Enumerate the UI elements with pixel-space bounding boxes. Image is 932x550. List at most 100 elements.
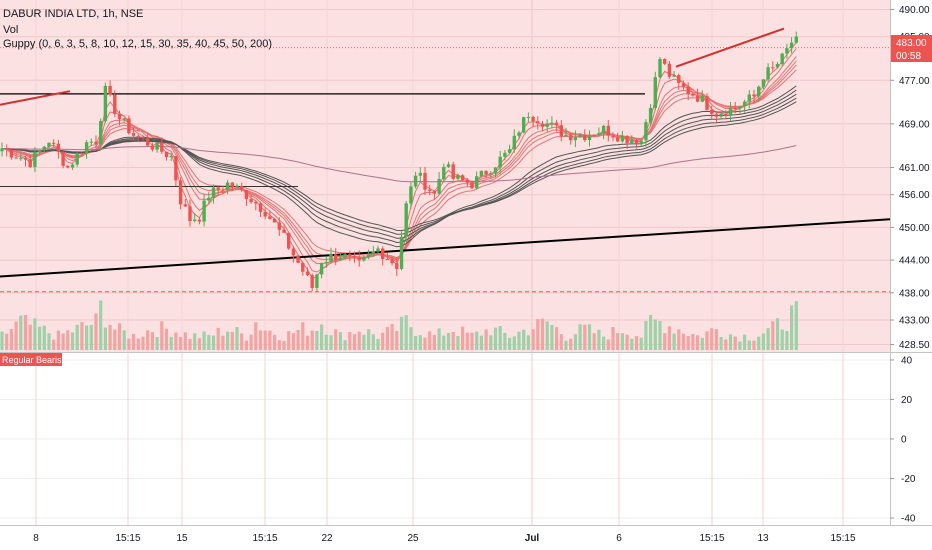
guppy-legend[interactable]: Guppy (0, 6, 3, 5, 8, 10, 12, 15, 30, 35… <box>3 38 272 50</box>
candle-body <box>512 135 516 150</box>
osc-tick-label: 40 <box>901 355 913 366</box>
time-tick-label: 22 <box>321 533 333 544</box>
candle-body <box>573 137 578 141</box>
volume-bar <box>381 332 385 350</box>
volume-bar <box>423 337 427 350</box>
divergence-line-left[interactable] <box>0 90 71 106</box>
volume-bar <box>752 340 756 350</box>
candle-body <box>625 136 629 144</box>
volume-bar <box>559 334 563 350</box>
candle-body <box>630 140 634 144</box>
volume-bar <box>517 331 521 350</box>
divergence-line-right[interactable] <box>675 27 785 68</box>
time-tick-label: 8 <box>33 533 39 544</box>
candle-body <box>0 148 4 152</box>
candle-body <box>207 197 211 201</box>
candle-body <box>66 165 70 168</box>
candle-body <box>437 179 441 194</box>
volume-bar <box>174 332 178 350</box>
candle-body <box>587 135 592 140</box>
candle-body <box>648 107 653 123</box>
volume-bar <box>418 335 422 350</box>
volume-bar <box>681 333 686 350</box>
time-axis[interactable]: 8 15:15 15 15:15 22 25 Jul 6 15:15 13 15:15 <box>33 533 856 544</box>
price-tick-label: 450.00 <box>899 223 930 234</box>
candle-body <box>757 86 761 97</box>
volume-bar <box>550 324 554 350</box>
volume-bar <box>399 316 404 350</box>
volume-bar <box>790 305 794 350</box>
candle-body <box>578 134 582 138</box>
volume-legend[interactable]: Vol <box>3 24 18 36</box>
candle-body <box>310 275 314 288</box>
volume-bar <box>150 332 154 350</box>
volume-bar <box>479 335 483 350</box>
candle-body <box>479 170 484 177</box>
volume-bar <box>258 330 263 350</box>
candle-body <box>357 257 361 261</box>
volume-bar <box>634 336 639 350</box>
candle-body <box>644 122 648 141</box>
volume-bar <box>169 336 173 350</box>
volume-bar <box>531 329 535 350</box>
volume-bar <box>658 321 662 350</box>
volume-bar <box>498 326 502 350</box>
divergence-label: Regular Bearish <box>2 355 67 365</box>
volume-bar <box>395 330 399 350</box>
volume-bar <box>343 340 347 350</box>
candle-body <box>127 118 131 134</box>
candle-body <box>517 132 521 136</box>
time-tick-label: Jul <box>525 533 540 544</box>
candle-body <box>381 248 385 259</box>
volume-bar <box>677 329 681 350</box>
symbol-legend[interactable]: DABUR INDIA LTD, 1h, NSE <box>3 8 143 20</box>
time-tick-label: 15:15 <box>830 533 855 544</box>
volume-bar <box>390 323 394 350</box>
candle-body <box>202 200 206 222</box>
candle-body <box>789 42 794 49</box>
price-tick-label: 461.00 <box>899 163 930 174</box>
divergence-badge[interactable]: Regular Bearish <box>0 353 67 366</box>
time-tick-label: 15:15 <box>252 533 277 544</box>
volume-bar <box>475 331 479 350</box>
long-ema-line <box>1 85 797 248</box>
volume-bar <box>592 333 596 350</box>
candle-body <box>5 148 9 150</box>
volume-bar <box>564 340 568 350</box>
candle-body <box>348 254 352 256</box>
candle-body <box>531 116 535 122</box>
volume-bar <box>277 340 281 350</box>
volume-bar <box>508 337 512 350</box>
candle-body <box>446 164 451 167</box>
candle-body <box>390 259 394 264</box>
candle-body <box>376 248 380 252</box>
volume-bar <box>489 335 493 350</box>
volume-bar <box>244 340 248 350</box>
candle-body <box>733 107 737 109</box>
volume-bar <box>193 333 197 350</box>
candle-body <box>249 199 253 203</box>
volume-bar <box>536 319 540 350</box>
volume-bar <box>743 334 747 350</box>
candle-body <box>484 170 488 175</box>
volume-bar <box>428 331 432 350</box>
candle-body <box>94 141 98 145</box>
volume-bar <box>691 333 695 350</box>
support-trendline[interactable] <box>0 218 891 278</box>
volume-bar <box>719 337 723 350</box>
price-tick-label: 469.00 <box>899 119 930 130</box>
candle-body <box>550 122 554 124</box>
candle-body <box>742 101 747 107</box>
candle-body <box>601 125 606 134</box>
oscillator-axis[interactable]: 40 20 0 -20 -40 <box>890 355 916 525</box>
volume-bar <box>56 330 60 350</box>
candle-body <box>141 136 145 139</box>
candle-body <box>244 190 249 200</box>
candle-body <box>268 216 272 219</box>
volume-bar <box>794 301 798 350</box>
osc-tick-label: -20 <box>901 474 916 485</box>
volume-bar <box>132 334 136 350</box>
candle-body <box>385 258 390 260</box>
candle-body <box>771 67 775 69</box>
